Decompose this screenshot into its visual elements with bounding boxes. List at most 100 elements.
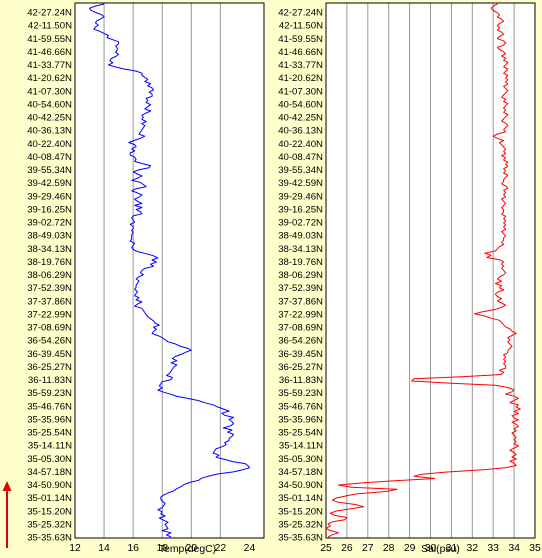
latitude-label: 34-50.90N xyxy=(27,480,72,491)
latitude-label: 35-14.11N xyxy=(28,441,72,452)
latitude-label: 38-19.76N xyxy=(278,257,323,268)
latitude-label: 39-55.34N xyxy=(278,165,323,176)
latitude-label: 41-46.66N xyxy=(278,47,323,58)
latitude-label: 35-59.23N xyxy=(278,388,323,399)
plot-frame xyxy=(325,2,536,539)
x-tick-label: 14 xyxy=(98,543,110,554)
x-tick-label: 29 xyxy=(404,543,416,554)
x-tick-label: 26 xyxy=(341,543,353,554)
latitude-label: 35-35.96N xyxy=(278,414,323,425)
latitude-label: 34-57.18N xyxy=(27,467,72,478)
latitude-label: 40-54.60N xyxy=(27,99,72,110)
latitude-label: 40-36.13N xyxy=(27,126,72,137)
x-tick-label: 22 xyxy=(215,543,227,554)
x-tick-label: 18 xyxy=(156,543,168,554)
x-tick-label: 12 xyxy=(69,543,81,554)
x-tick-label: 24 xyxy=(244,543,256,554)
latitude-label: 35-05.30N xyxy=(278,454,323,465)
latitude-label: 40-42.25N xyxy=(27,113,72,124)
latitude-label: 39-55.34N xyxy=(27,165,72,176)
latitude-label: 39-42.59N xyxy=(27,178,72,189)
latitude-label: 34-57.18N xyxy=(278,467,323,478)
x-tick-label: 32 xyxy=(467,543,479,554)
up-arrow-icon xyxy=(2,481,12,548)
latitude-label: 35-46.76N xyxy=(27,401,72,412)
latitude-label: 38-49.03N xyxy=(27,231,72,242)
latitude-label: 35-25.32N xyxy=(27,519,72,530)
latitude-label: 36-11.83N xyxy=(28,375,72,386)
latitude-label: 42-11.50N xyxy=(279,21,323,32)
x-tick-label: 16 xyxy=(127,543,139,554)
x-tick-label: 25 xyxy=(320,543,332,554)
latitude-label: 35-05.30N xyxy=(27,454,72,465)
latitude-label: 37-37.86N xyxy=(278,296,323,307)
latitude-label: 34-50.90N xyxy=(278,480,323,491)
latitude-label: 35-35.63N xyxy=(278,533,323,544)
latitude-label: 35-25.54N xyxy=(27,428,72,439)
latitude-label: 36-39.45N xyxy=(278,349,323,360)
latitude-label: 39-29.46N xyxy=(27,191,72,202)
latitude-label: 38-06.29N xyxy=(27,270,72,281)
latitude-label: 38-06.29N xyxy=(278,270,323,281)
latitude-label: 41-59.55N xyxy=(27,34,72,45)
latitude-label: 42-11.50N xyxy=(28,21,72,32)
latitude-label: 42-27.24N xyxy=(278,8,323,19)
latitude-label: 39-02.72N xyxy=(27,218,72,229)
latitude-label: 40-08.47N xyxy=(27,152,72,163)
latitude-label: 40-22.40N xyxy=(27,139,72,150)
latitude-label: 35-14.11N xyxy=(279,441,323,452)
latitude-label: 38-19.76N xyxy=(27,257,72,268)
x-tick-label: 33 xyxy=(487,543,499,554)
latitude-label: 42-27.24N xyxy=(27,8,72,19)
sal-profile-line xyxy=(325,3,521,538)
latitude-label: 35-01.14N xyxy=(278,493,323,504)
x-axis-title: Temp(degC) xyxy=(159,544,216,555)
latitude-label: 40-54.60N xyxy=(278,99,323,110)
latitude-label: 37-22.99N xyxy=(27,309,72,320)
latitude-label: 39-42.59N xyxy=(278,178,323,189)
latitude-label: 40-42.25N xyxy=(278,113,323,124)
latitude-label: 37-08.69N xyxy=(27,323,72,334)
latitude-label: 36-25.27N xyxy=(278,362,323,373)
latitude-label: 36-54.26N xyxy=(27,336,72,347)
latitude-label: 35-15.20N xyxy=(278,506,323,517)
x-axis-title: Sal(psu) xyxy=(421,544,460,555)
latitude-label: 39-02.72N xyxy=(278,218,323,229)
latitude-label: 39-16.25N xyxy=(27,204,72,215)
x-tick-label: 28 xyxy=(383,543,395,554)
salinity-panel: 42-27.24N 42-11.50N 41-59.55N 41-46.66N 41-3… xyxy=(278,2,541,555)
latitude-label: 37-37.86N xyxy=(27,296,72,307)
x-tick-label: 35 xyxy=(529,543,541,554)
latitude-label: 37-52.39N xyxy=(278,283,323,294)
latitude-label: 36-39.45N xyxy=(27,349,72,360)
x-tick-label: 34 xyxy=(508,543,520,554)
latitude-label: 38-49.03N xyxy=(278,231,323,242)
x-tick-label: 30 xyxy=(425,543,437,554)
latitude-label: 38-34.13N xyxy=(278,244,323,255)
latitude-label: 36-11.83N xyxy=(279,375,323,386)
latitude-label: 41-07.30N xyxy=(278,86,323,97)
plot-area xyxy=(75,3,264,538)
latitude-label: 39-16.25N xyxy=(278,204,323,215)
latitude-label: 41-07.30N xyxy=(27,86,72,97)
latitude-label: 41-59.55N xyxy=(278,34,323,45)
latitude-label: 41-33.77N xyxy=(278,60,323,71)
temperature-panel: 42-27.24N 42-11.50N 41-59.55N 41-46.66N 41-3… xyxy=(27,2,265,555)
latitude-label: 37-52.39N xyxy=(27,283,72,294)
latitude-label: 35-25.32N xyxy=(278,519,323,530)
latitude-label: 41-46.66N xyxy=(27,47,72,58)
latitude-label: 37-08.69N xyxy=(278,323,323,334)
x-tick-label: 27 xyxy=(362,543,374,554)
latitude-label: 35-46.76N xyxy=(278,401,323,412)
latitude-label: 39-29.46N xyxy=(278,191,323,202)
latitude-label: 35-59.23N xyxy=(27,388,72,399)
latitude-label: 35-01.14N xyxy=(27,493,72,504)
x-tick-label: 31 xyxy=(446,543,458,554)
latitude-label: 35-35.96N xyxy=(27,414,72,425)
x-tick-label: 20 xyxy=(186,543,198,554)
latitude-label: 35-25.54N xyxy=(278,428,323,439)
latitude-label: 36-54.26N xyxy=(278,336,323,347)
latitude-label: 36-25.27N xyxy=(27,362,72,373)
latitude-label: 40-22.40N xyxy=(278,139,323,150)
